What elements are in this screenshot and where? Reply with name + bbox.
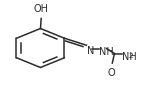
Text: 2: 2 — [129, 53, 133, 59]
Text: O: O — [108, 68, 115, 78]
Text: N: N — [87, 46, 95, 56]
Text: NH: NH — [122, 52, 137, 62]
Text: OH: OH — [34, 4, 49, 14]
Text: NH: NH — [99, 47, 113, 57]
